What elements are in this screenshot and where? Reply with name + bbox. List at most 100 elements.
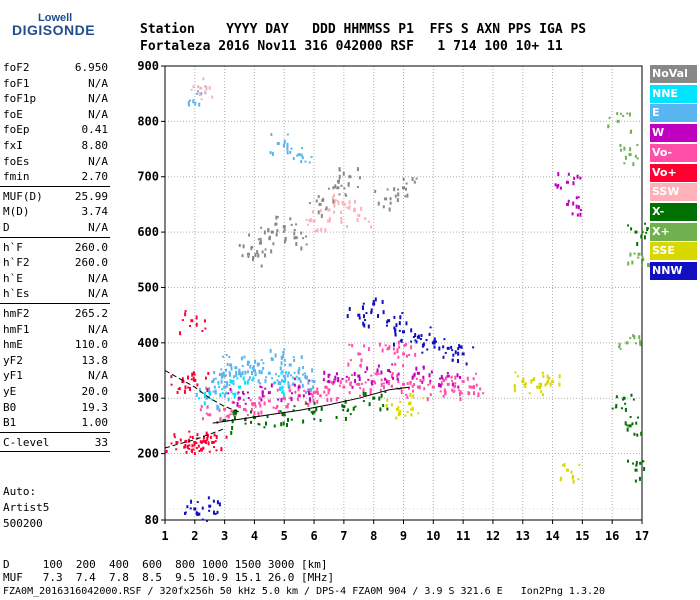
series-noval-echo <box>332 186 335 190</box>
legend-item-vo: Vo+ <box>650 163 697 182</box>
series-nnw-echo <box>451 358 454 362</box>
series-ssw-echo <box>332 210 335 214</box>
param-name: B1 <box>3 416 17 430</box>
series-noval-echo <box>290 223 293 226</box>
series-e-echo <box>292 382 295 386</box>
series-e-echo <box>296 154 299 157</box>
series-e-echo <box>307 380 310 385</box>
series-noval-point <box>246 252 250 256</box>
series-vo-echo <box>199 440 202 444</box>
param-row: h`F 260.0 <box>3 240 108 255</box>
series-vo-echo <box>276 388 279 392</box>
series-nne-point <box>238 385 242 389</box>
series-noval-echo <box>388 207 391 212</box>
series-sse-echo <box>541 393 544 397</box>
series-e-echo <box>232 382 235 386</box>
header-labels: Station YYYY DAY DDD HHMMSS P1 FFS S AXN… <box>140 22 587 37</box>
series-nnw-echo <box>358 316 361 320</box>
series-e-echo <box>240 356 243 361</box>
series-e-echo <box>198 102 201 107</box>
series-sse-echo <box>399 410 402 414</box>
series-nnw-echo <box>214 512 217 515</box>
series-ssw-point <box>357 213 361 217</box>
series-vo-echo <box>251 402 254 406</box>
series-vo-echo <box>414 352 417 357</box>
series-vo-echo <box>170 442 173 445</box>
series-nnw-echo <box>451 349 454 352</box>
param-name: hmE <box>3 338 23 352</box>
series-w-echo <box>264 387 267 390</box>
param-row: h`Es N/A <box>3 286 108 301</box>
series-sse-echo <box>542 374 545 378</box>
series-vo-echo <box>183 389 186 394</box>
series-e-echo <box>204 85 207 88</box>
series-sse-echo <box>385 403 388 408</box>
series-vo-echo <box>190 378 193 381</box>
series-nnw-echo <box>429 326 432 329</box>
series-vo-echo <box>323 390 326 394</box>
series-vo-echo <box>165 449 168 453</box>
series-vo-point <box>446 382 450 386</box>
series-w-echo <box>353 371 356 376</box>
series-vo-echo <box>454 375 457 380</box>
series-x-echo <box>647 263 650 268</box>
series-vo-echo <box>382 385 385 390</box>
series-vo-echo <box>405 393 408 396</box>
series-x-echo <box>634 479 637 483</box>
series-noval-echo <box>325 206 328 210</box>
series-e-echo <box>256 362 259 367</box>
series-vo-echo <box>348 391 351 395</box>
series-nnw-echo <box>201 518 204 521</box>
series-vo-echo <box>257 411 260 415</box>
series-sse-echo <box>514 371 517 374</box>
series-x-echo <box>632 398 635 401</box>
series-vo-echo <box>250 408 253 412</box>
series-noval-echo <box>397 188 400 191</box>
series-x-echo <box>639 342 642 347</box>
y-tick-label: 200 <box>137 447 159 461</box>
legend-item-ssw: SSW <box>650 183 697 202</box>
series-x-echo <box>308 408 311 412</box>
series-vo-echo <box>192 448 195 451</box>
series-e-echo <box>300 355 303 360</box>
series-nnw-echo <box>372 302 375 305</box>
series-w-echo <box>227 392 230 395</box>
series-e-echo <box>250 371 253 376</box>
series-e-echo <box>226 381 229 386</box>
series-vo-echo <box>192 371 195 376</box>
series-x-echo <box>623 146 626 151</box>
series-e-echo <box>195 392 198 397</box>
series-nnw-echo <box>410 328 413 333</box>
series-vo-echo <box>451 388 454 392</box>
series-x-point <box>312 410 316 414</box>
series-e-echo <box>188 104 191 107</box>
series-vo-echo <box>429 381 432 385</box>
series-vo-echo <box>419 378 422 382</box>
series-w-echo <box>384 377 387 381</box>
series-x-echo <box>231 425 234 430</box>
series-x-echo <box>310 411 313 414</box>
series-w-echo <box>241 391 244 395</box>
series-ssw-echo <box>190 88 193 91</box>
series-vo-echo <box>339 380 342 385</box>
series-vo-echo <box>345 379 348 383</box>
series-vo-point <box>387 380 391 384</box>
series-vo-echo <box>201 330 204 333</box>
series-nne-echo <box>282 392 285 397</box>
series-vo-echo <box>444 390 447 395</box>
series-x-echo <box>252 415 255 418</box>
series-sse-echo <box>411 406 414 411</box>
series-nnw-echo <box>362 321 365 326</box>
series-w-echo <box>446 372 449 375</box>
series-vo-echo <box>427 383 430 386</box>
series-sse-point <box>407 402 411 406</box>
series-w-point <box>297 385 301 389</box>
param-value: N/A <box>88 287 108 301</box>
series-sse-echo <box>409 392 412 397</box>
series-x-echo <box>352 406 355 411</box>
series-x-echo <box>279 410 282 413</box>
series-noval-echo <box>334 184 337 189</box>
series-vo-echo <box>184 312 187 317</box>
series-e-echo <box>279 366 282 371</box>
series-vo-echo <box>400 390 403 395</box>
